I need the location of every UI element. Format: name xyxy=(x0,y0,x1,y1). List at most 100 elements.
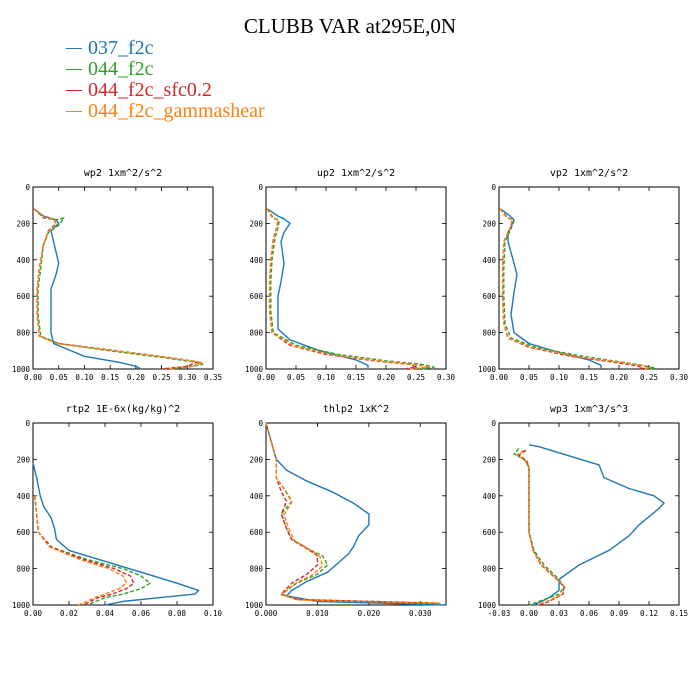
y-tick-label: 0 xyxy=(491,183,496,192)
x-tick-label: 0.10 xyxy=(204,609,223,618)
y-tick-label: 400 xyxy=(482,492,496,501)
y-tick-label: 800 xyxy=(16,329,30,338)
legend-label: 044_f2c xyxy=(88,58,154,80)
y-tick-label: 200 xyxy=(482,219,496,228)
y-tick-label: 600 xyxy=(16,528,30,537)
legend: 037_f2c 044_f2c 044_f2c_sfc0.2 044_f2c_g… xyxy=(66,37,265,122)
x-tick-label: 0.25 xyxy=(407,373,425,382)
x-tick-label: 0.25 xyxy=(640,373,658,382)
series-line xyxy=(516,449,566,606)
legend-swatch xyxy=(66,48,82,49)
series-line xyxy=(34,495,128,606)
legend-item: 044_f2c xyxy=(66,58,265,80)
series-line xyxy=(528,444,665,606)
y-tick-label: 400 xyxy=(16,256,30,265)
plot-frame xyxy=(32,422,214,606)
y-tick-label: 1000 xyxy=(12,601,31,610)
legend-swatch xyxy=(66,90,82,91)
y-tick-label: 600 xyxy=(249,528,263,537)
x-tick-label: 0.00 xyxy=(24,609,43,618)
x-tick-label: 0.20 xyxy=(377,373,396,382)
chart-title: wp2 1xm^2/s^2 xyxy=(84,168,162,179)
chart-title: thlp2 1xK^2 xyxy=(323,404,389,415)
series-line xyxy=(34,495,151,606)
y-tick-label: 0 xyxy=(491,419,496,428)
x-tick-label: 0.02 xyxy=(60,609,78,618)
chart-panel: up2 1xm^2/s^2 0.00 0.05 0.10 0.15 0.20 0.25 0.3… xyxy=(245,168,456,382)
x-tick-label: 0.05 xyxy=(287,373,305,382)
x-tick-label: 0.09 xyxy=(610,609,628,618)
y-tick-label: 200 xyxy=(249,455,263,464)
chart-panel: thlp2 1xK^2 0.000 0.010 0.020 0.030 0 200 400 60… xyxy=(245,404,447,618)
y-tick-label: 600 xyxy=(482,528,496,537)
legend-label: 037_f2c xyxy=(88,37,154,59)
x-tick-label: 0.06 xyxy=(580,609,599,618)
x-tick-label: 0.30 xyxy=(670,373,689,382)
y-tick-label: 200 xyxy=(16,455,30,464)
y-tick-label: 1000 xyxy=(245,601,264,610)
plot-frame xyxy=(32,186,214,370)
x-tick-label: 0.05 xyxy=(50,373,68,382)
x-tick-label: 0.030 xyxy=(409,609,432,618)
y-tick-label: 600 xyxy=(249,292,263,301)
y-tick-label: 800 xyxy=(249,565,263,574)
x-tick-label: 0.15 xyxy=(670,609,688,618)
legend-swatch xyxy=(66,111,82,112)
y-tick-label: 1000 xyxy=(245,365,264,374)
legend-label: 044_f2c_gammashear xyxy=(88,100,265,122)
y-tick-label: 400 xyxy=(249,492,263,501)
y-tick-label: 1000 xyxy=(478,601,497,610)
y-tick-label: 200 xyxy=(482,455,496,464)
y-tick-label: 0 xyxy=(258,419,263,428)
series-line xyxy=(499,208,644,370)
x-tick-label: 0.00 xyxy=(520,609,539,618)
x-tick-label: 0.08 xyxy=(168,609,187,618)
x-tick-label: 0.20 xyxy=(610,373,629,382)
series-line xyxy=(265,422,436,604)
plot-frame xyxy=(265,422,447,606)
y-tick-label: 1000 xyxy=(478,365,497,374)
series-line xyxy=(265,422,441,605)
y-tick-label: 0 xyxy=(25,419,30,428)
x-tick-label: 0.25 xyxy=(153,373,171,382)
series-line xyxy=(266,208,417,370)
series-line xyxy=(266,208,435,370)
y-tick-label: 800 xyxy=(16,565,30,574)
x-tick-label: -0.03 xyxy=(488,609,511,618)
x-tick-label: 0.15 xyxy=(347,373,365,382)
y-tick-label: 400 xyxy=(249,256,263,265)
y-tick-label: 800 xyxy=(482,565,496,574)
legend-item: 044_f2c_sfc0.2 xyxy=(66,79,265,101)
x-tick-label: 0.06 xyxy=(132,609,151,618)
chart-title: up2 1xm^2/s^2 xyxy=(317,168,395,179)
x-tick-label: 0.15 xyxy=(580,373,598,382)
chart-title: rtp2 1E-6x(kg/kg)^2 xyxy=(66,404,180,415)
series-line xyxy=(499,208,650,370)
series-line xyxy=(33,208,204,370)
x-tick-label: 0.04 xyxy=(96,609,115,618)
series-line xyxy=(513,448,565,606)
x-tick-label: 0.10 xyxy=(75,373,94,382)
x-tick-label: 0.03 xyxy=(550,609,568,618)
figure-title: CLUBB VAR at295E,0N xyxy=(243,14,457,38)
x-tick-label: 0.05 xyxy=(520,373,538,382)
y-tick-label: 0 xyxy=(258,183,263,192)
x-tick-label: 0.00 xyxy=(257,373,276,382)
series-line xyxy=(265,422,447,606)
legend-swatch xyxy=(66,69,82,70)
series-line xyxy=(265,422,441,604)
x-tick-label: 0.00 xyxy=(24,373,43,382)
y-tick-label: 800 xyxy=(482,329,496,338)
x-tick-label: 0.10 xyxy=(550,373,569,382)
series-line xyxy=(499,208,656,370)
legend-item: 044_f2c_gammashear xyxy=(66,100,265,122)
x-tick-label: 0.20 xyxy=(127,373,146,382)
y-tick-label: 600 xyxy=(16,292,30,301)
chart-panel: wp2 1xm^2/s^2 0.00 0.05 0.10 0.15 0.20 0.25 0.3… xyxy=(12,168,222,382)
x-tick-label: 0.000 xyxy=(255,609,278,618)
chart-title: vp2 1xm^2/s^2 xyxy=(550,168,628,179)
x-tick-label: 0.30 xyxy=(437,373,456,382)
y-tick-label: 0 xyxy=(25,183,30,192)
chart-panel: wp3 1xm^3/s^3 -0.03 0.00 0.03 0.06 0.09 0.12 0.… xyxy=(478,404,688,618)
y-tick-label: 600 xyxy=(482,292,496,301)
